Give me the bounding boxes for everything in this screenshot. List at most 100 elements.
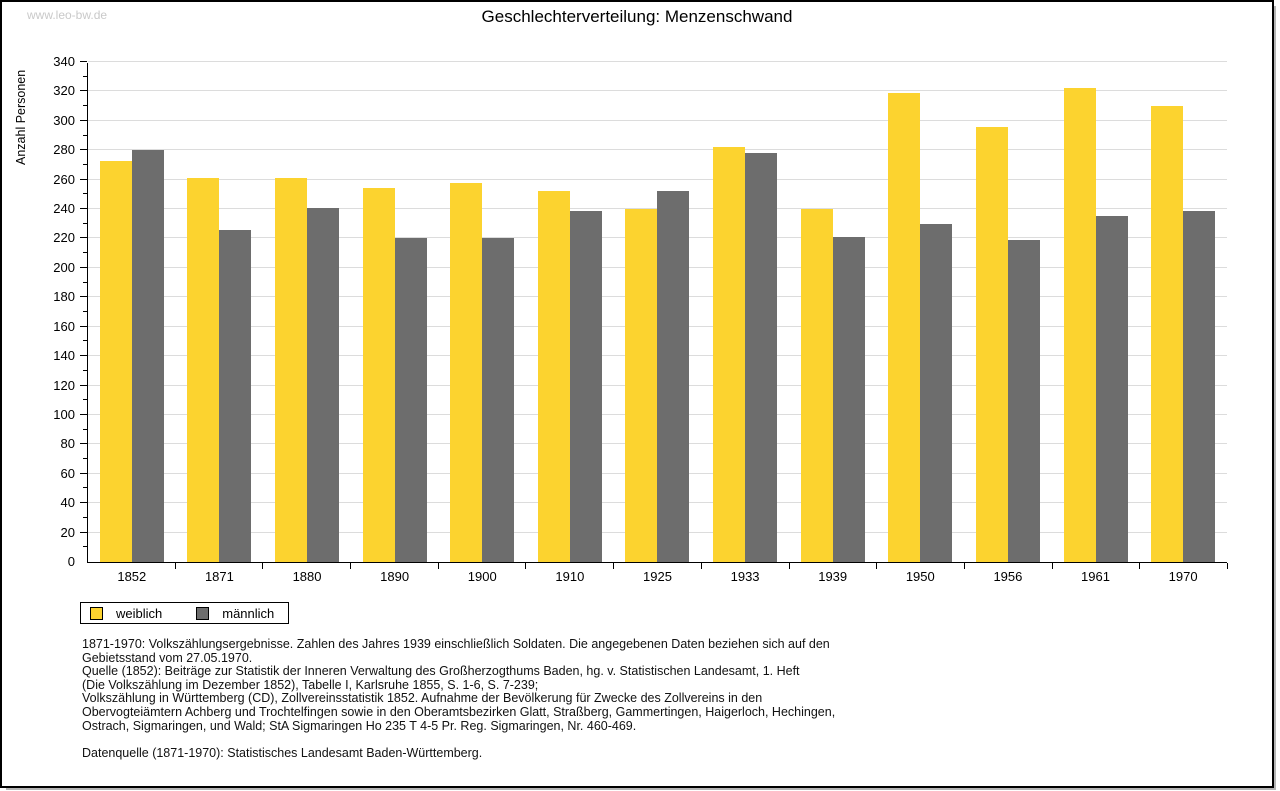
bar-weiblich-1939 bbox=[800, 209, 833, 562]
y-tick-major bbox=[80, 443, 87, 445]
x-tick bbox=[525, 563, 527, 569]
y-tick-minor bbox=[83, 311, 87, 312]
legend-label-weiblich: weiblich bbox=[116, 605, 163, 621]
y-tick-major bbox=[80, 237, 87, 239]
bar-group-1871: 1871 bbox=[176, 63, 264, 584]
y-axis-label: 240 bbox=[53, 201, 75, 217]
bar-weiblich-1910 bbox=[537, 191, 570, 562]
bar-group-1925: 1925 bbox=[614, 63, 702, 584]
y-tick-minor bbox=[83, 252, 87, 254]
x-axis-label: 1871 bbox=[204, 569, 234, 584]
y-axis-label: 220 bbox=[53, 230, 75, 246]
footnote-line: Obervogteiämtern Achberg und Trochtelfin… bbox=[82, 704, 836, 719]
x-tick bbox=[613, 563, 615, 569]
x-tick bbox=[1139, 563, 1141, 569]
y-tick-major bbox=[80, 413, 87, 415]
y-tick-minor bbox=[83, 75, 87, 77]
bar-group-1900: 1900 bbox=[438, 63, 526, 584]
gridline bbox=[88, 119, 1227, 121]
datasource-line: Datenquelle (1871-1970): Statistisches L… bbox=[82, 746, 483, 761]
y-axis-label: 80 bbox=[60, 436, 75, 452]
y-tick-major bbox=[80, 325, 87, 327]
bar-group-1950: 1950 bbox=[876, 63, 964, 584]
bar-group-1852: 1852 bbox=[88, 63, 176, 584]
y-axis-label: 180 bbox=[53, 289, 75, 305]
bar-männlich-1890 bbox=[394, 238, 427, 562]
y-axis-label: 280 bbox=[53, 142, 75, 158]
y-tick-major bbox=[80, 502, 87, 504]
bar-männlich-1933 bbox=[745, 153, 778, 562]
bar-männlich-1900 bbox=[482, 238, 515, 562]
x-axis-label: 1956 bbox=[993, 569, 1023, 584]
footnote-line: 1871-1970: Volkszählungsergebnisse. Zahl… bbox=[82, 637, 830, 651]
y-tick-major bbox=[80, 178, 87, 180]
gridline bbox=[88, 90, 1227, 92]
bar-männlich-1970 bbox=[1183, 210, 1216, 562]
x-axis-label: 1890 bbox=[380, 569, 410, 584]
legend-label-maennlich: männlich bbox=[222, 605, 275, 621]
y-tick-minor bbox=[83, 340, 87, 342]
gridline bbox=[88, 178, 1227, 180]
x-axis-label: 1880 bbox=[292, 569, 322, 584]
bar-weiblich-1852 bbox=[99, 160, 132, 562]
y-tick-major bbox=[80, 90, 87, 92]
x-tick bbox=[788, 563, 790, 569]
y-axis-label: 260 bbox=[53, 171, 75, 187]
bar-männlich-1939 bbox=[832, 237, 865, 562]
y-tick-minor bbox=[83, 222, 87, 224]
x-tick bbox=[1051, 563, 1053, 569]
bar-group-1939: 1939 bbox=[789, 63, 877, 584]
y-tick-minor bbox=[83, 163, 87, 165]
y-tick-minor bbox=[83, 399, 87, 401]
x-tick bbox=[437, 563, 439, 569]
y-axis-label: 320 bbox=[53, 83, 75, 99]
bar-group-1961: 1961 bbox=[1052, 63, 1140, 584]
bar-männlich-1910 bbox=[569, 210, 602, 562]
footnote-line: Gebietsstand vom 27.05.1970. bbox=[82, 650, 253, 665]
bar-weiblich-1950 bbox=[888, 92, 921, 562]
bar-männlich-1871 bbox=[219, 229, 252, 562]
bar-group-1933: 1933 bbox=[701, 63, 789, 584]
y-tick-minor bbox=[83, 105, 87, 107]
y-tick-minor bbox=[83, 458, 87, 460]
footnote-line: (Die Volkszählung im Dezember 1852), Tab… bbox=[82, 677, 539, 692]
bar-weiblich-1871 bbox=[187, 178, 220, 562]
bar-weiblich-1956 bbox=[975, 126, 1008, 562]
x-axis-label: 1939 bbox=[818, 569, 848, 584]
y-tick-minor bbox=[83, 134, 87, 136]
bar-männlich-1961 bbox=[1095, 216, 1128, 562]
y-tick-major bbox=[80, 384, 87, 386]
legend: weiblich männlich bbox=[80, 602, 290, 624]
gridline bbox=[88, 61, 1227, 62]
bar-männlich-1852 bbox=[131, 150, 164, 562]
x-tick bbox=[1227, 563, 1228, 569]
bar-männlich-1880 bbox=[307, 207, 340, 562]
bar-weiblich-1880 bbox=[275, 178, 308, 562]
y-tick-minor bbox=[83, 428, 87, 430]
bar-group-1956: 1956 bbox=[964, 63, 1052, 584]
gridline bbox=[88, 149, 1227, 151]
x-tick bbox=[700, 563, 702, 569]
y-axis-label: 200 bbox=[53, 259, 75, 275]
y-tick-minor bbox=[83, 369, 87, 371]
y-tick-major bbox=[80, 208, 87, 210]
footnote-line: Ostrach, Sigmaringen, und Wald; StA Sigm… bbox=[82, 718, 637, 733]
plot-area: 1852 1871 1880 1890 1900 1910 1925 1933 1939 1950… bbox=[53, 55, 1228, 584]
watermark: www.leo-bw.de bbox=[27, 8, 108, 22]
bar-groups: 1852 1871 1880 1890 1900 1910 1925 1933 1939 1950… bbox=[88, 63, 1227, 584]
x-axis-label: 1910 bbox=[555, 569, 585, 584]
y-tick-major bbox=[80, 266, 87, 268]
y-axis-label: 60 bbox=[60, 465, 75, 481]
bar-weiblich-1970 bbox=[1151, 106, 1184, 562]
legend-swatch-maennlich bbox=[196, 606, 210, 620]
bar-group-1970: 1970 bbox=[1139, 63, 1227, 584]
y-tick-major bbox=[80, 472, 87, 474]
x-tick bbox=[963, 563, 965, 569]
bar-männlich-1950 bbox=[920, 223, 953, 562]
y-tick-major bbox=[80, 61, 87, 62]
x-axis-label: 1961 bbox=[1081, 569, 1110, 584]
y-axis-label: 300 bbox=[53, 112, 75, 128]
bar-männlich-1956 bbox=[1007, 239, 1040, 562]
x-tick bbox=[876, 563, 878, 569]
y-tick-minor bbox=[83, 546, 87, 548]
